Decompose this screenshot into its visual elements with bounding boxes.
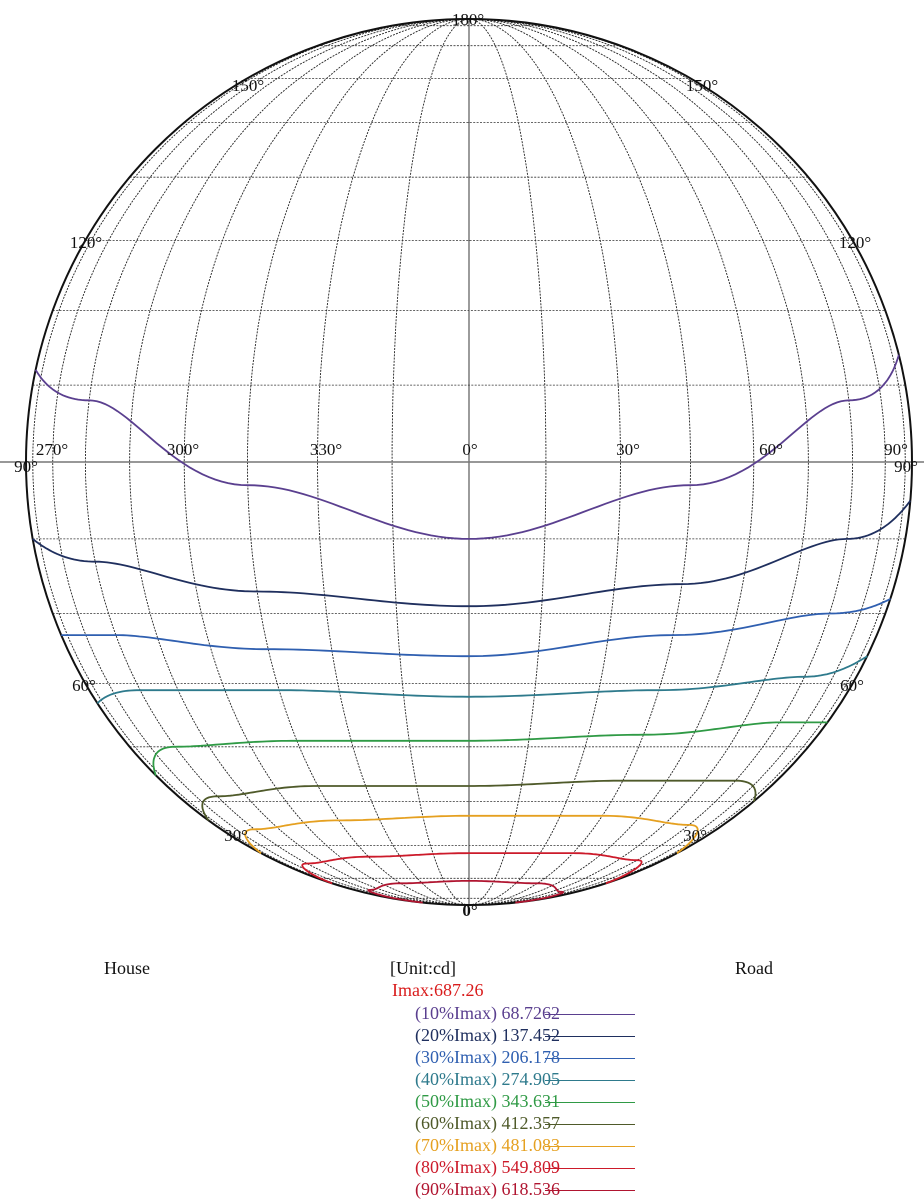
legend-swatch <box>545 1146 635 1147</box>
legend-swatch <box>545 1190 635 1191</box>
legend-label: (80%Imax) 549.809 <box>415 1157 560 1177</box>
legend-label: (30%Imax) 206.178 <box>415 1047 560 1067</box>
legend-swatch <box>545 1080 635 1081</box>
isocandela-curve-40 <box>96 655 868 704</box>
label-equator-0: 0° <box>462 440 477 459</box>
legend-label: (50%Imax) 343.631 <box>415 1091 560 1111</box>
isocandela-curve-60 <box>201 779 757 821</box>
label-top-180: 180° <box>452 10 484 29</box>
legend-label: (40%Imax) 274.905 <box>415 1069 560 1089</box>
label-right-90-lower: 90° <box>894 457 918 476</box>
legend-row: (40%Imax) 274.905 <box>280 1069 680 1091</box>
legend-swatch <box>545 1058 635 1059</box>
label-left-30: 30° <box>224 826 248 845</box>
label-right-120: 120° <box>839 233 871 252</box>
legend-row: (60%Imax) 412.357 <box>280 1113 680 1135</box>
legend-row: (70%Imax) 481.083 <box>280 1135 680 1157</box>
road-label: Road <box>735 958 773 978</box>
legend-swatch <box>545 1102 635 1103</box>
isocandela-curve-80 <box>301 852 643 885</box>
label-left-60: 60° <box>72 676 96 695</box>
label-equator-300: 300° <box>167 440 199 459</box>
legend-row: (20%Imax) 137.452 <box>280 1025 680 1047</box>
meridian-line <box>52 18 470 906</box>
legend-swatch <box>545 1014 635 1015</box>
isocandela-curve-20 <box>32 499 911 608</box>
imax-label: Imax:687.26 <box>392 980 484 1000</box>
label-left-120: 120° <box>70 233 102 252</box>
legend-label: (90%Imax) 618.536 <box>415 1179 560 1199</box>
legend-row: (90%Imax) 618.536 <box>280 1179 680 1201</box>
isocandela-curve-90 <box>367 880 565 904</box>
house-label: House <box>104 958 150 978</box>
label-right-60: 60° <box>840 676 864 695</box>
grid <box>0 18 924 906</box>
isocandela-curves <box>32 354 911 904</box>
isocandela-curve-30 <box>61 598 891 658</box>
legend-label: (60%Imax) 412.357 <box>415 1113 560 1133</box>
label-right-30: 30° <box>683 826 707 845</box>
meridian-line <box>391 18 470 906</box>
label-bottom-0: 0° <box>462 901 477 920</box>
label-upper-left-150: 150° <box>232 76 264 95</box>
label-upper-right-150: 150° <box>686 76 718 95</box>
meridian-line <box>468 18 691 906</box>
legend-label: (10%Imax) 68.7262 <box>415 1003 560 1023</box>
legend-row: (30%Imax) 206.178 <box>280 1047 680 1069</box>
legend-label: (20%Imax) 137.452 <box>415 1025 560 1045</box>
label-right-90-upper: 90° <box>884 440 908 459</box>
label-left-270: 270° <box>36 440 68 459</box>
meridian-line <box>317 18 470 906</box>
legend: (10%Imax) 68.7262 (20%Imax) 137.452 (30%… <box>280 1003 680 1201</box>
label-equator-60: 60° <box>759 440 783 459</box>
legend-swatch <box>545 1124 635 1125</box>
label-equator-330: 330° <box>310 440 342 459</box>
outer-circle <box>25 18 913 906</box>
label-equator-30: 30° <box>616 440 640 459</box>
legend-row: (50%Imax) 343.631 <box>280 1091 680 1113</box>
label-left-90: 90° <box>14 457 38 476</box>
unit-label: [Unit:cd] <box>390 958 456 978</box>
legend-label: (70%Imax) 481.083 <box>415 1135 560 1155</box>
meridian-labels: 180° 150° 150° 120° 120° 270° 90° 300° 3… <box>14 10 918 920</box>
legend-swatch <box>545 1036 635 1037</box>
isocandela-curve-70 <box>244 814 699 854</box>
legend-swatch <box>545 1168 635 1169</box>
isocandela-curve-10 <box>34 354 900 540</box>
isocandela-curve-50 <box>152 721 828 777</box>
legend-row: (10%Imax) 68.7262 <box>280 1003 680 1025</box>
legend-row: (80%Imax) 549.809 <box>280 1157 680 1179</box>
